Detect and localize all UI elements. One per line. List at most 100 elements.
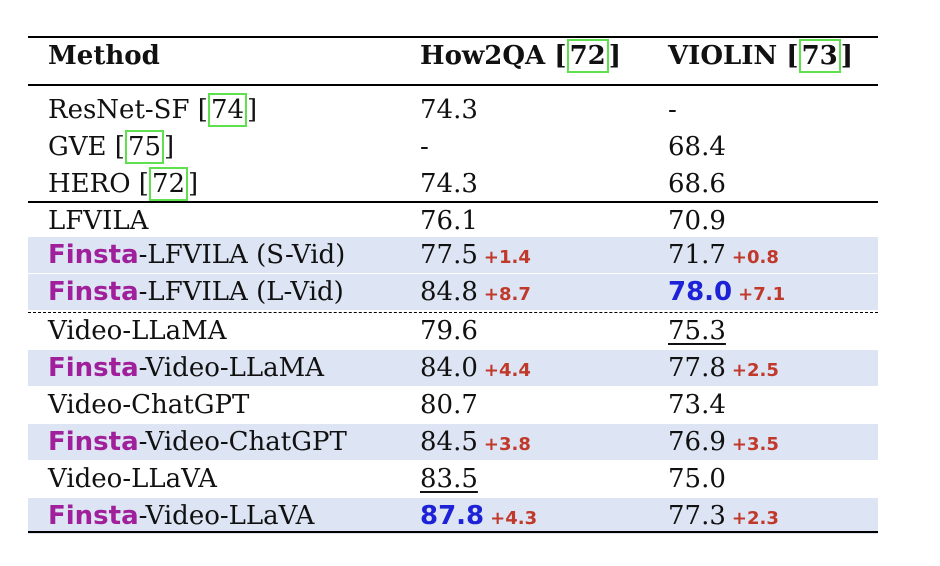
how2qa-value: 87.8 — [420, 501, 485, 531]
table-row: Finsta-LFVILA (S-Vid) 77.5 +1.4 71.7 +0.8 — [28, 237, 878, 273]
citation-close: ] — [188, 169, 199, 199]
violin-cell: 75.0 — [668, 461, 726, 497]
violin-cell: 77.8 +2.5 — [668, 350, 779, 389]
method-name: LFVILA — [48, 206, 149, 236]
violin-cell: - — [668, 92, 677, 128]
table-row: Finsta-Video-LLaVA 87.8 +4.3 77.3 +2.3 — [28, 498, 878, 534]
method-name: GVE [ — [48, 132, 125, 162]
violin-value: 68.6 — [668, 169, 726, 199]
method-cell: ResNet-SF [74] — [48, 92, 257, 128]
citation-link[interactable]: 75 — [124, 130, 165, 164]
how2qa-cell: 84.5 +3.8 — [420, 424, 531, 463]
method-name: -LFVILA (S-Vid) — [138, 240, 346, 270]
violin-cell: 73.4 — [668, 387, 726, 423]
bottom-rule — [28, 531, 878, 533]
how2qa-value: 76.1 — [420, 206, 478, 236]
how2qa-value: - — [420, 132, 429, 162]
group-dashed-rule — [28, 312, 878, 313]
method-cell: Video-ChatGPT — [48, 387, 249, 423]
how2qa-cell: 84.8 +8.7 — [420, 274, 531, 313]
method-cell: Video-LLaMA — [48, 313, 227, 349]
method-name: ResNet-SF [ — [48, 95, 208, 125]
violin-delta: +2.5 — [731, 360, 779, 381]
how2qa-value: 83.5 — [420, 464, 478, 494]
header-how2qa: How2QA [72] — [420, 39, 622, 73]
finsta-brand: Finsta — [48, 427, 139, 457]
how2qa-value: 74.3 — [420, 95, 478, 125]
citation-link[interactable]: 72 — [148, 167, 189, 201]
method-name: -Video-LLaVA — [138, 501, 315, 531]
finsta-brand: Finsta — [48, 353, 139, 383]
method-name: Video-ChatGPT — [48, 390, 250, 420]
violin-value: 70.9 — [668, 206, 726, 236]
how2qa-delta: +8.7 — [483, 284, 531, 305]
method-cell: Finsta-Video-ChatGPT — [48, 424, 347, 460]
method-cell: HERO [72] — [48, 166, 198, 202]
citation-link[interactable]: 74 — [207, 93, 248, 127]
method-name: HERO [ — [48, 169, 149, 199]
header-method: Method — [48, 41, 160, 71]
method-name: -Video-LLaMA — [138, 353, 325, 383]
how2qa-cell: 79.6 — [420, 313, 478, 349]
violin-cell: 68.6 — [668, 166, 726, 202]
violin-value: 78.0 — [668, 277, 733, 307]
table-row: HERO [72] 74.3 68.6 — [28, 166, 878, 202]
method-cell: LFVILA — [48, 203, 148, 239]
citation-link[interactable]: 72 — [566, 39, 609, 73]
header-row: Method How2QA [72] VIOLIN [73] — [28, 38, 878, 74]
group-rule — [28, 201, 878, 203]
table-row: Video-LLaVA 83.5 75.0 — [28, 461, 878, 497]
how2qa-cell: 83.5 — [420, 461, 478, 497]
how2qa-value: 74.3 — [420, 169, 478, 199]
how2qa-cell: 77.5 +1.4 — [420, 237, 531, 276]
how2qa-cell: 84.0 +4.4 — [420, 350, 531, 389]
violin-cell: 75.3 — [668, 313, 726, 349]
method-cell: Finsta-LFVILA (S-Vid) — [48, 237, 345, 273]
how2qa-delta: +3.8 — [483, 434, 531, 455]
violin-value: 77.8 — [668, 353, 726, 383]
how2qa-cell: 74.3 — [420, 92, 478, 128]
table-row: ResNet-SF [74] 74.3 - — [28, 92, 878, 128]
citation-link[interactable]: 73 — [798, 39, 841, 73]
method-cell: Finsta-Video-LLaVA — [48, 498, 314, 534]
violin-delta: +7.1 — [738, 284, 786, 305]
how2qa-delta: +1.4 — [483, 247, 531, 268]
table-row: Finsta-Video-LLaMA 84.0 +4.4 77.8 +2.5 — [28, 350, 878, 386]
method-cell: Finsta-Video-LLaMA — [48, 350, 324, 386]
how2qa-cell: 74.3 — [420, 166, 478, 202]
how2qa-cell: 80.7 — [420, 387, 478, 423]
how2qa-value: 77.5 — [420, 240, 478, 270]
finsta-brand: Finsta — [48, 240, 139, 270]
violin-value: 77.3 — [668, 501, 726, 531]
how2qa-cell: 87.8 +4.3 — [420, 498, 537, 537]
top-rule — [28, 36, 878, 38]
method-cell: GVE [75] — [48, 129, 174, 165]
table-row: GVE [75] - 68.4 — [28, 129, 878, 165]
violin-delta: +3.5 — [731, 434, 779, 455]
violin-value: 75.0 — [668, 464, 726, 494]
violin-cell: 71.7 +0.8 — [668, 237, 779, 276]
finsta-brand: Finsta — [48, 277, 139, 307]
header-violin-label: VIOLIN — [668, 41, 778, 71]
violin-delta: +0.8 — [731, 247, 779, 268]
how2qa-value: 84.0 — [420, 353, 478, 383]
method-name: -Video-ChatGPT — [138, 427, 347, 457]
method-name: Video-LLaVA — [48, 464, 217, 494]
how2qa-value: 79.6 — [420, 316, 478, 346]
violin-cell: 78.0 +7.1 — [668, 274, 785, 313]
method-cell: Finsta-LFVILA (L-Vid) — [48, 274, 344, 310]
citation-close: ] — [164, 132, 175, 162]
table-row: Finsta-Video-ChatGPT 84.5 +3.8 76.9 +3.5 — [28, 424, 878, 460]
table-row: LFVILA 76.1 70.9 — [28, 203, 878, 239]
how2qa-value: 84.5 — [420, 427, 478, 457]
violin-cell: 70.9 — [668, 203, 726, 239]
citation-close: ] — [247, 95, 258, 125]
how2qa-cell: 76.1 — [420, 203, 478, 239]
violin-value: 75.3 — [668, 316, 726, 346]
how2qa-delta: +4.4 — [483, 360, 531, 381]
method-name: Video-LLaMA — [48, 316, 227, 346]
violin-value: - — [668, 95, 677, 125]
how2qa-value: 84.8 — [420, 277, 478, 307]
method-name: -LFVILA (L-Vid) — [138, 277, 344, 307]
violin-value: 76.9 — [668, 427, 726, 457]
